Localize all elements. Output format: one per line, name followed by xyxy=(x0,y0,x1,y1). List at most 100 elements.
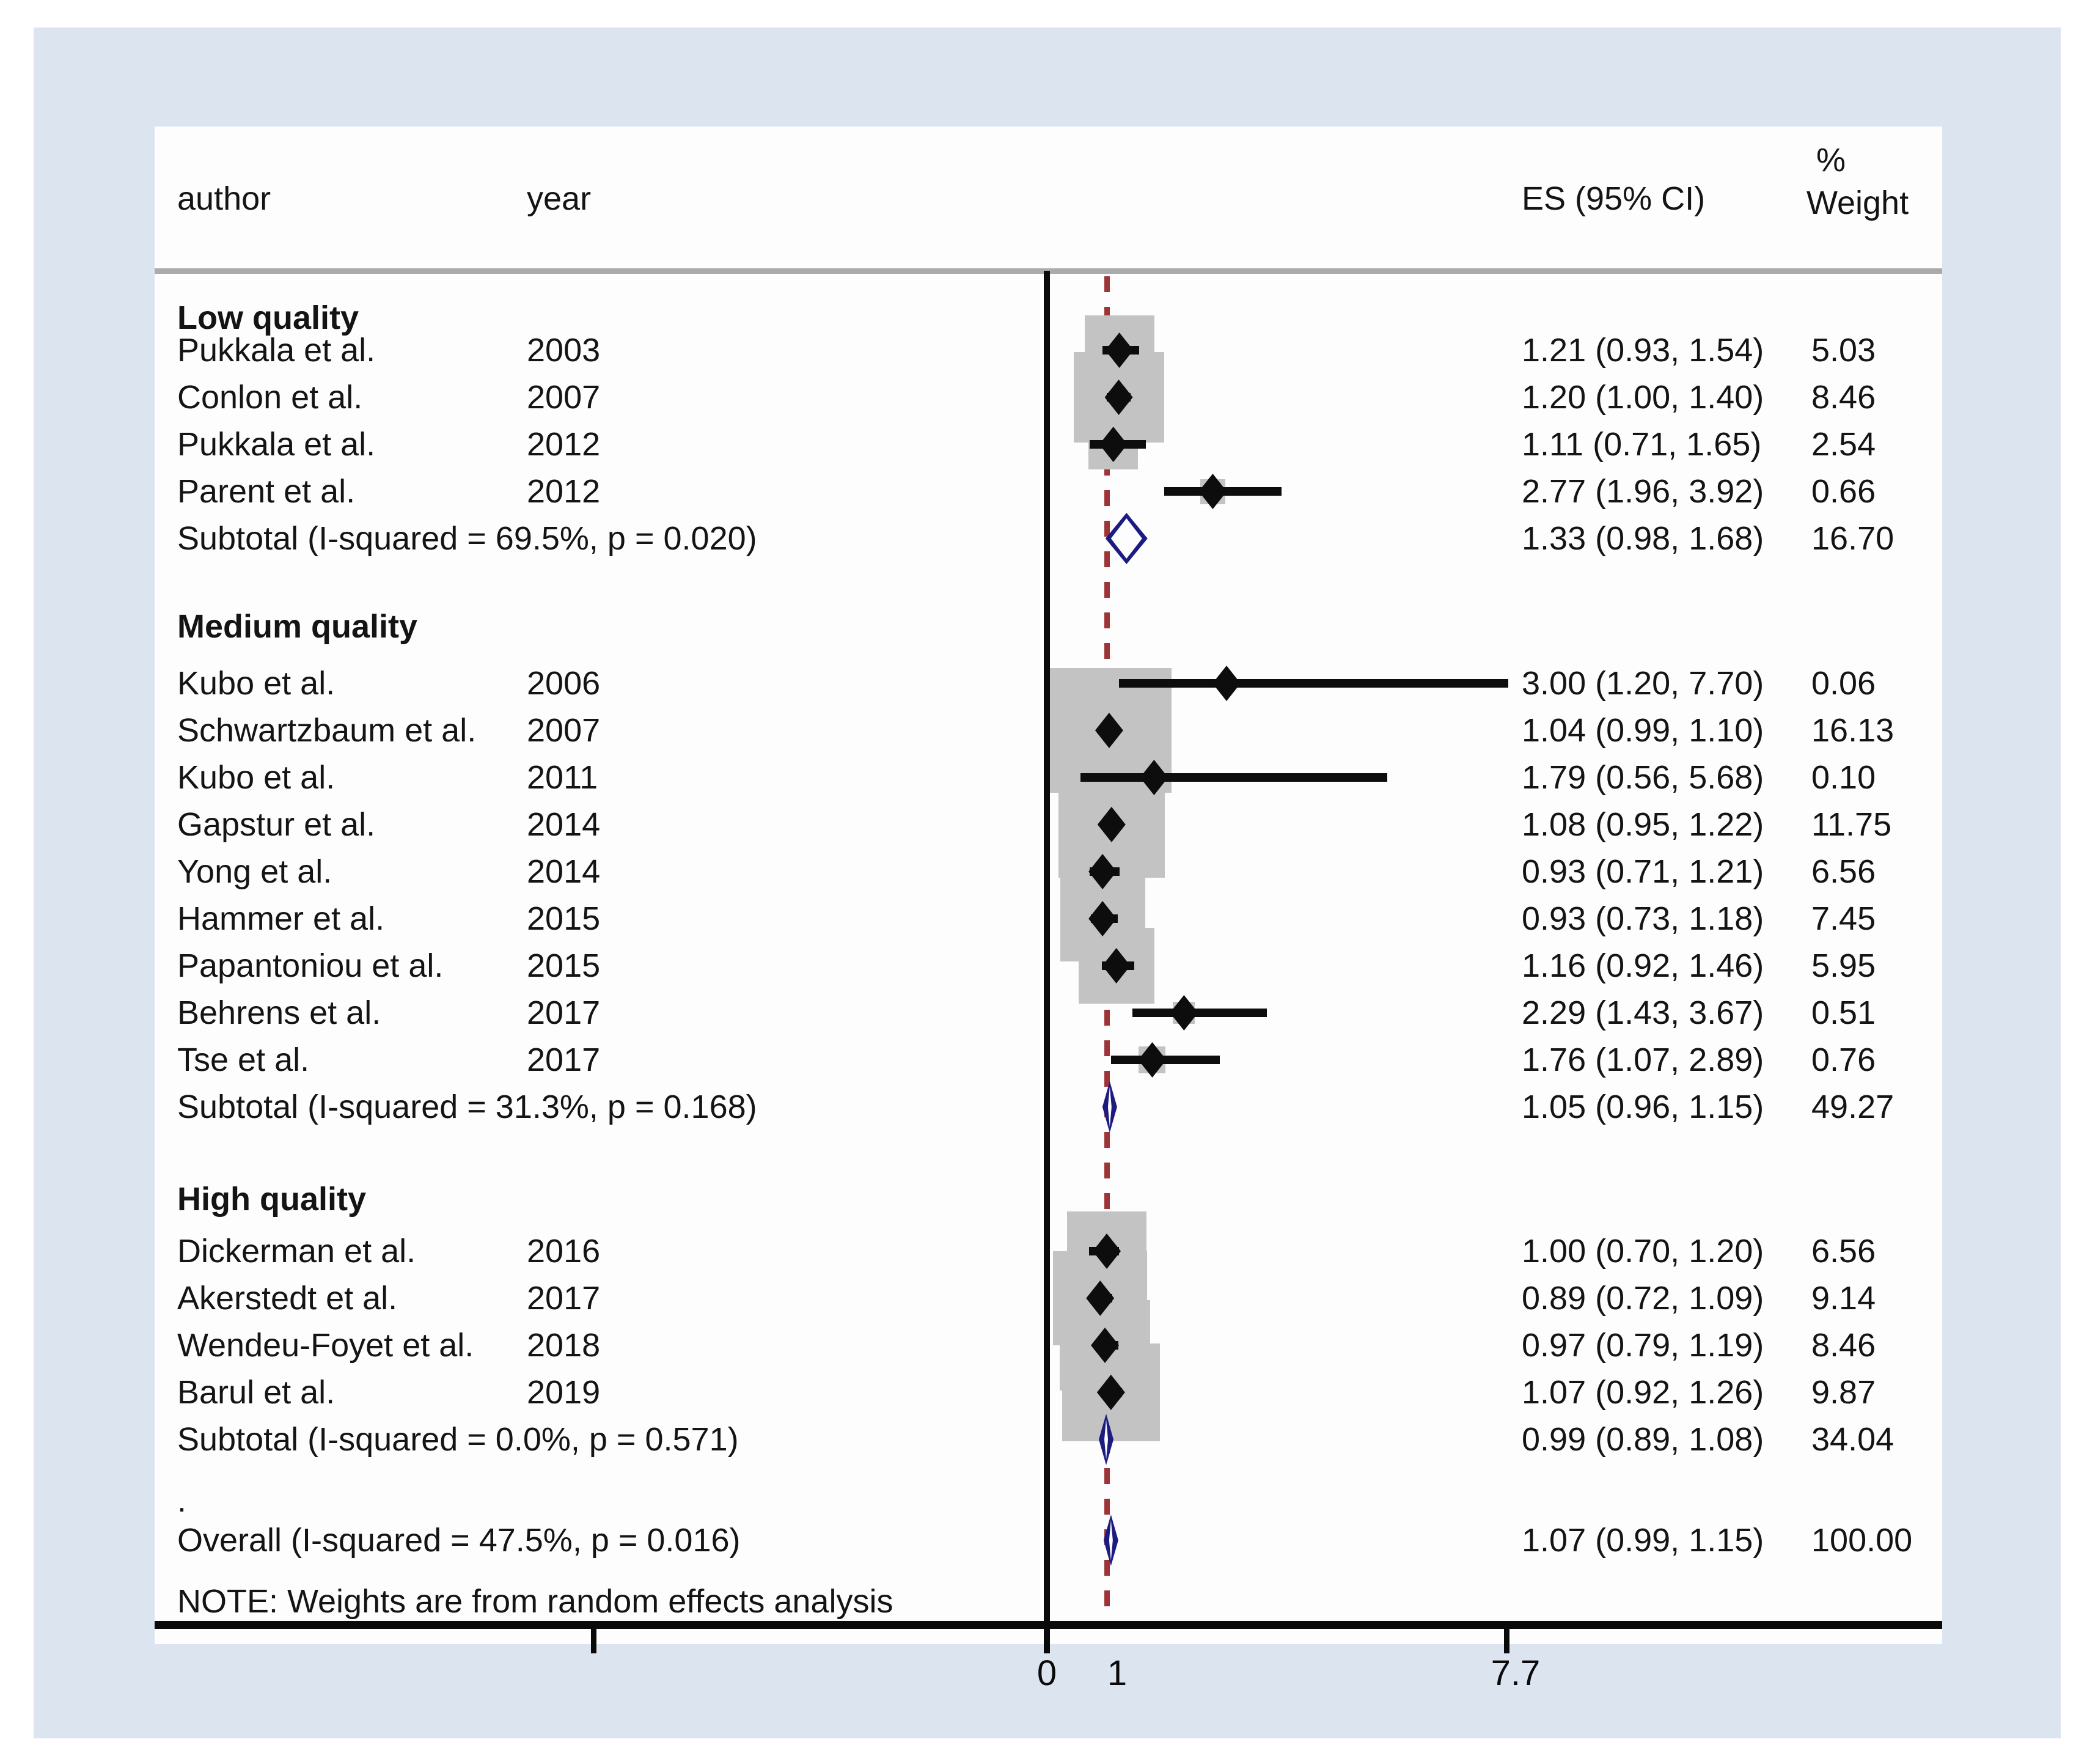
study-author: Parent et al. xyxy=(177,473,356,510)
study-author: Pukkala et al. xyxy=(177,426,376,463)
study-year: 2019 xyxy=(527,1374,601,1411)
study-year: 2007 xyxy=(527,379,601,416)
column-header-author: author xyxy=(177,180,271,217)
column-header-percent: % xyxy=(1816,142,1846,178)
x-axis-line xyxy=(155,1621,1942,1629)
x-axis-tick-left xyxy=(591,1621,596,1653)
study-es-value: 1.00 (0.70, 1.20) xyxy=(1522,1233,1764,1270)
pooled-estimate-diamond-inner xyxy=(1107,1087,1112,1127)
pooled-estimate-diamond-inner xyxy=(1104,1419,1109,1460)
study-weight-value: 0.66 xyxy=(1811,473,1876,510)
study-author: Schwartzbaum et al. xyxy=(177,712,477,749)
dot-row: . xyxy=(177,1482,187,1519)
confidence-interval-line xyxy=(1118,679,1508,688)
study-weight-value: 11.75 xyxy=(1811,806,1892,843)
study-es-value: 1.76 (1.07, 2.89) xyxy=(1522,1042,1764,1078)
study-author: Gapstur et al. xyxy=(177,806,376,843)
study-author: Hammer et al. xyxy=(177,900,385,937)
study-es-value: 1.07 (0.92, 1.26) xyxy=(1522,1374,1764,1411)
overall-es-value: 1.07 (0.99, 1.15) xyxy=(1522,1522,1764,1559)
study-year: 2016 xyxy=(527,1233,601,1270)
study-weight-value: 7.45 xyxy=(1811,900,1876,937)
study-weight-value: 5.03 xyxy=(1811,332,1876,369)
study-weight-value: 2.54 xyxy=(1811,426,1876,463)
study-weight-value: 6.56 xyxy=(1811,1233,1876,1270)
study-author: Yong et al. xyxy=(177,853,332,890)
x-axis-label-7-7: 7.7 xyxy=(1491,1653,1541,1693)
group-title: Medium quality xyxy=(177,608,418,645)
overall-weight-value: 100.00 xyxy=(1811,1522,1913,1559)
study-author: Tse et al. xyxy=(177,1042,310,1078)
column-header-year: year xyxy=(527,180,592,217)
study-author: Wendeu-Foyet et al. xyxy=(177,1327,474,1364)
column-header-weight: Weight xyxy=(1806,185,1909,221)
study-author: Akerstedt et al. xyxy=(177,1280,398,1317)
study-es-value: 1.11 (0.71, 1.65) xyxy=(1522,426,1762,463)
subtotal-es-value: 0.99 (0.89, 1.08) xyxy=(1522,1421,1764,1458)
study-es-value: 0.93 (0.73, 1.18) xyxy=(1522,900,1764,937)
subtotal-label: Subtotal (I-squared = 31.3%, p = 0.168) xyxy=(177,1089,757,1125)
pooled-estimate-diamond-inner xyxy=(1109,1520,1113,1560)
confidence-interval-line xyxy=(1080,773,1387,782)
study-es-value: 1.04 (0.99, 1.10) xyxy=(1522,712,1764,749)
study-year: 2006 xyxy=(527,665,601,702)
study-year: 2012 xyxy=(527,473,601,510)
study-weight-value: 8.46 xyxy=(1811,1327,1876,1364)
study-weight-value: 0.76 xyxy=(1811,1042,1876,1078)
subtotal-es-value: 1.33 (0.98, 1.68) xyxy=(1522,520,1764,557)
study-author: Dickerman et al. xyxy=(177,1233,416,1270)
study-es-value: 1.16 (0.92, 1.46) xyxy=(1522,947,1764,984)
study-es-value: 1.08 (0.95, 1.22) xyxy=(1522,806,1764,843)
study-year: 2015 xyxy=(527,900,601,937)
study-year: 2014 xyxy=(527,806,601,843)
study-weight-value: 8.46 xyxy=(1811,379,1876,416)
subtotal-weight-value: 16.70 xyxy=(1811,520,1894,557)
study-es-value: 1.79 (0.56, 5.68) xyxy=(1522,759,1764,796)
study-es-value: 1.20 (1.00, 1.40) xyxy=(1522,379,1764,416)
study-year: 2014 xyxy=(527,853,601,890)
study-year: 2007 xyxy=(527,712,601,749)
study-weight-value: 16.13 xyxy=(1811,712,1894,749)
study-year: 2018 xyxy=(527,1327,601,1364)
study-year: 2017 xyxy=(527,1280,601,1317)
study-es-value: 3.00 (1.20, 7.70) xyxy=(1522,665,1764,702)
study-author: Pukkala et al. xyxy=(177,332,376,369)
study-weight-value: 0.51 xyxy=(1811,994,1876,1031)
study-es-value: 2.29 (1.43, 3.67) xyxy=(1522,994,1764,1031)
study-weight-value: 9.14 xyxy=(1811,1280,1876,1317)
subtotal-es-value: 1.05 (0.96, 1.15) xyxy=(1522,1089,1764,1125)
study-es-value: 0.97 (0.79, 1.19) xyxy=(1522,1327,1764,1364)
study-year: 2003 xyxy=(527,332,601,369)
subtotal-weight-value: 34.04 xyxy=(1811,1421,1894,1458)
study-es-value: 0.93 (0.71, 1.21) xyxy=(1522,853,1764,890)
overall-label: Overall (I-squared = 47.5%, p = 0.016) xyxy=(177,1522,741,1559)
study-author: Barul et al. xyxy=(177,1374,336,1411)
study-author: Conlon et al. xyxy=(177,379,363,416)
study-es-value: 0.89 (0.72, 1.09) xyxy=(1522,1280,1764,1317)
study-author: Papantoniou et al. xyxy=(177,947,444,984)
subtotal-label: Subtotal (I-squared = 69.5%, p = 0.020) xyxy=(177,520,757,557)
group-title: Low quality xyxy=(177,300,359,336)
study-author: Behrens et al. xyxy=(177,994,381,1031)
group-title: High quality xyxy=(177,1181,366,1218)
x-axis-label-0: 0 xyxy=(1036,1653,1057,1693)
study-es-value: 1.21 (0.93, 1.54) xyxy=(1522,332,1764,369)
study-year: 2015 xyxy=(527,947,601,984)
study-year: 2017 xyxy=(527,1042,601,1078)
study-es-value: 2.77 (1.96, 3.92) xyxy=(1522,473,1764,510)
confidence-interval-line xyxy=(1132,1009,1267,1017)
weights-note: NOTE: Weights are from random effects an… xyxy=(177,1583,893,1620)
subtotal-weight-value: 49.27 xyxy=(1811,1089,1894,1125)
study-weight-value: 6.56 xyxy=(1811,853,1876,890)
zero-axis-vertical-line xyxy=(1044,271,1050,1653)
study-weight-value: 5.95 xyxy=(1811,947,1876,984)
study-author: Kubo et al. xyxy=(177,759,336,796)
study-weight-value: 0.10 xyxy=(1811,759,1876,796)
study-year: 2012 xyxy=(527,426,601,463)
column-header-es: ES (95% CI) xyxy=(1522,180,1706,217)
study-weight-value: 0.06 xyxy=(1811,665,1876,702)
study-weight-value: 9.87 xyxy=(1811,1374,1876,1411)
study-year: 2011 xyxy=(527,759,598,796)
x-axis-label-1: 1 xyxy=(1107,1653,1128,1693)
